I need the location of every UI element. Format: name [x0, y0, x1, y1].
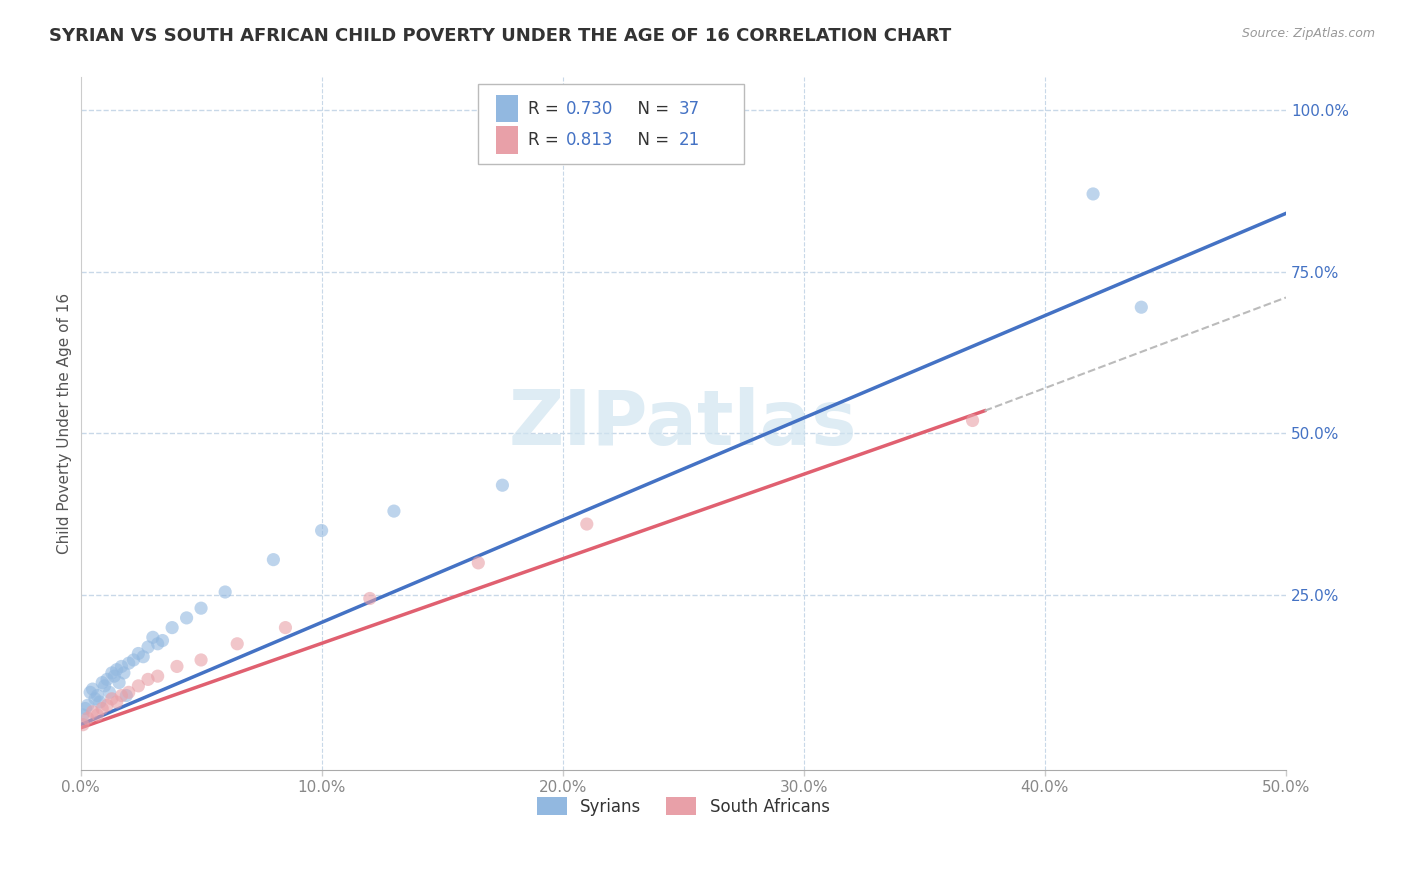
- Text: Source: ZipAtlas.com: Source: ZipAtlas.com: [1241, 27, 1375, 40]
- Point: [110, 659, 132, 673]
- Point: [962, 413, 984, 427]
- Point: [166, 659, 188, 673]
- Point: [127, 679, 149, 693]
- Point: [112, 665, 135, 680]
- Y-axis label: Child Poverty Under the Age of 16: Child Poverty Under the Age of 16: [58, 293, 72, 554]
- Point: [98, 685, 121, 699]
- Point: [190, 601, 212, 615]
- Text: R =: R =: [527, 131, 564, 149]
- Point: [86, 689, 108, 703]
- Point: [96, 698, 118, 713]
- Point: [105, 663, 128, 677]
- Point: [84, 691, 107, 706]
- Point: [127, 647, 149, 661]
- Point: [146, 669, 169, 683]
- Point: [93, 679, 115, 693]
- Point: [136, 673, 159, 687]
- Point: [108, 675, 131, 690]
- Point: [359, 591, 381, 606]
- Point: [491, 478, 513, 492]
- Text: N =: N =: [627, 131, 673, 149]
- Point: [79, 685, 101, 699]
- Point: [132, 649, 155, 664]
- Point: [226, 637, 249, 651]
- Point: [122, 653, 145, 667]
- Legend: Syrians, South Africans: Syrians, South Africans: [529, 789, 838, 824]
- Point: [176, 611, 198, 625]
- Point: [467, 556, 489, 570]
- Point: [1081, 186, 1104, 201]
- FancyBboxPatch shape: [478, 85, 744, 164]
- Point: [274, 621, 297, 635]
- Point: [160, 621, 183, 635]
- Point: [82, 705, 104, 719]
- Text: N =: N =: [627, 100, 673, 118]
- Point: [96, 673, 118, 687]
- Point: [72, 708, 94, 723]
- Text: R =: R =: [527, 100, 564, 118]
- Point: [76, 698, 98, 713]
- Point: [142, 630, 165, 644]
- Point: [115, 689, 138, 703]
- Point: [118, 685, 141, 699]
- Text: SYRIAN VS SOUTH AFRICAN CHILD POVERTY UNDER THE AGE OF 16 CORRELATION CHART: SYRIAN VS SOUTH AFRICAN CHILD POVERTY UN…: [49, 27, 952, 45]
- FancyBboxPatch shape: [496, 95, 517, 122]
- FancyBboxPatch shape: [496, 126, 517, 153]
- Point: [1130, 300, 1153, 314]
- Point: [91, 675, 114, 690]
- Point: [72, 717, 94, 731]
- Text: ZIPatlas: ZIPatlas: [509, 387, 858, 461]
- Point: [214, 585, 236, 599]
- Point: [103, 669, 125, 683]
- Point: [105, 695, 128, 709]
- Point: [91, 701, 114, 715]
- Point: [146, 637, 169, 651]
- Point: [82, 682, 104, 697]
- Point: [76, 711, 98, 725]
- Text: 21: 21: [679, 131, 700, 149]
- Point: [136, 640, 159, 654]
- Point: [101, 691, 124, 706]
- Text: 0.813: 0.813: [567, 131, 614, 149]
- Point: [190, 653, 212, 667]
- Point: [75, 701, 97, 715]
- Point: [110, 689, 132, 703]
- Point: [89, 695, 111, 709]
- Point: [118, 656, 141, 670]
- Point: [101, 665, 124, 680]
- Point: [311, 524, 333, 538]
- Text: 0.730: 0.730: [567, 100, 613, 118]
- Point: [152, 633, 174, 648]
- Point: [575, 516, 598, 531]
- Point: [262, 552, 284, 566]
- Point: [382, 504, 405, 518]
- Text: 37: 37: [679, 100, 700, 118]
- Point: [86, 708, 108, 723]
